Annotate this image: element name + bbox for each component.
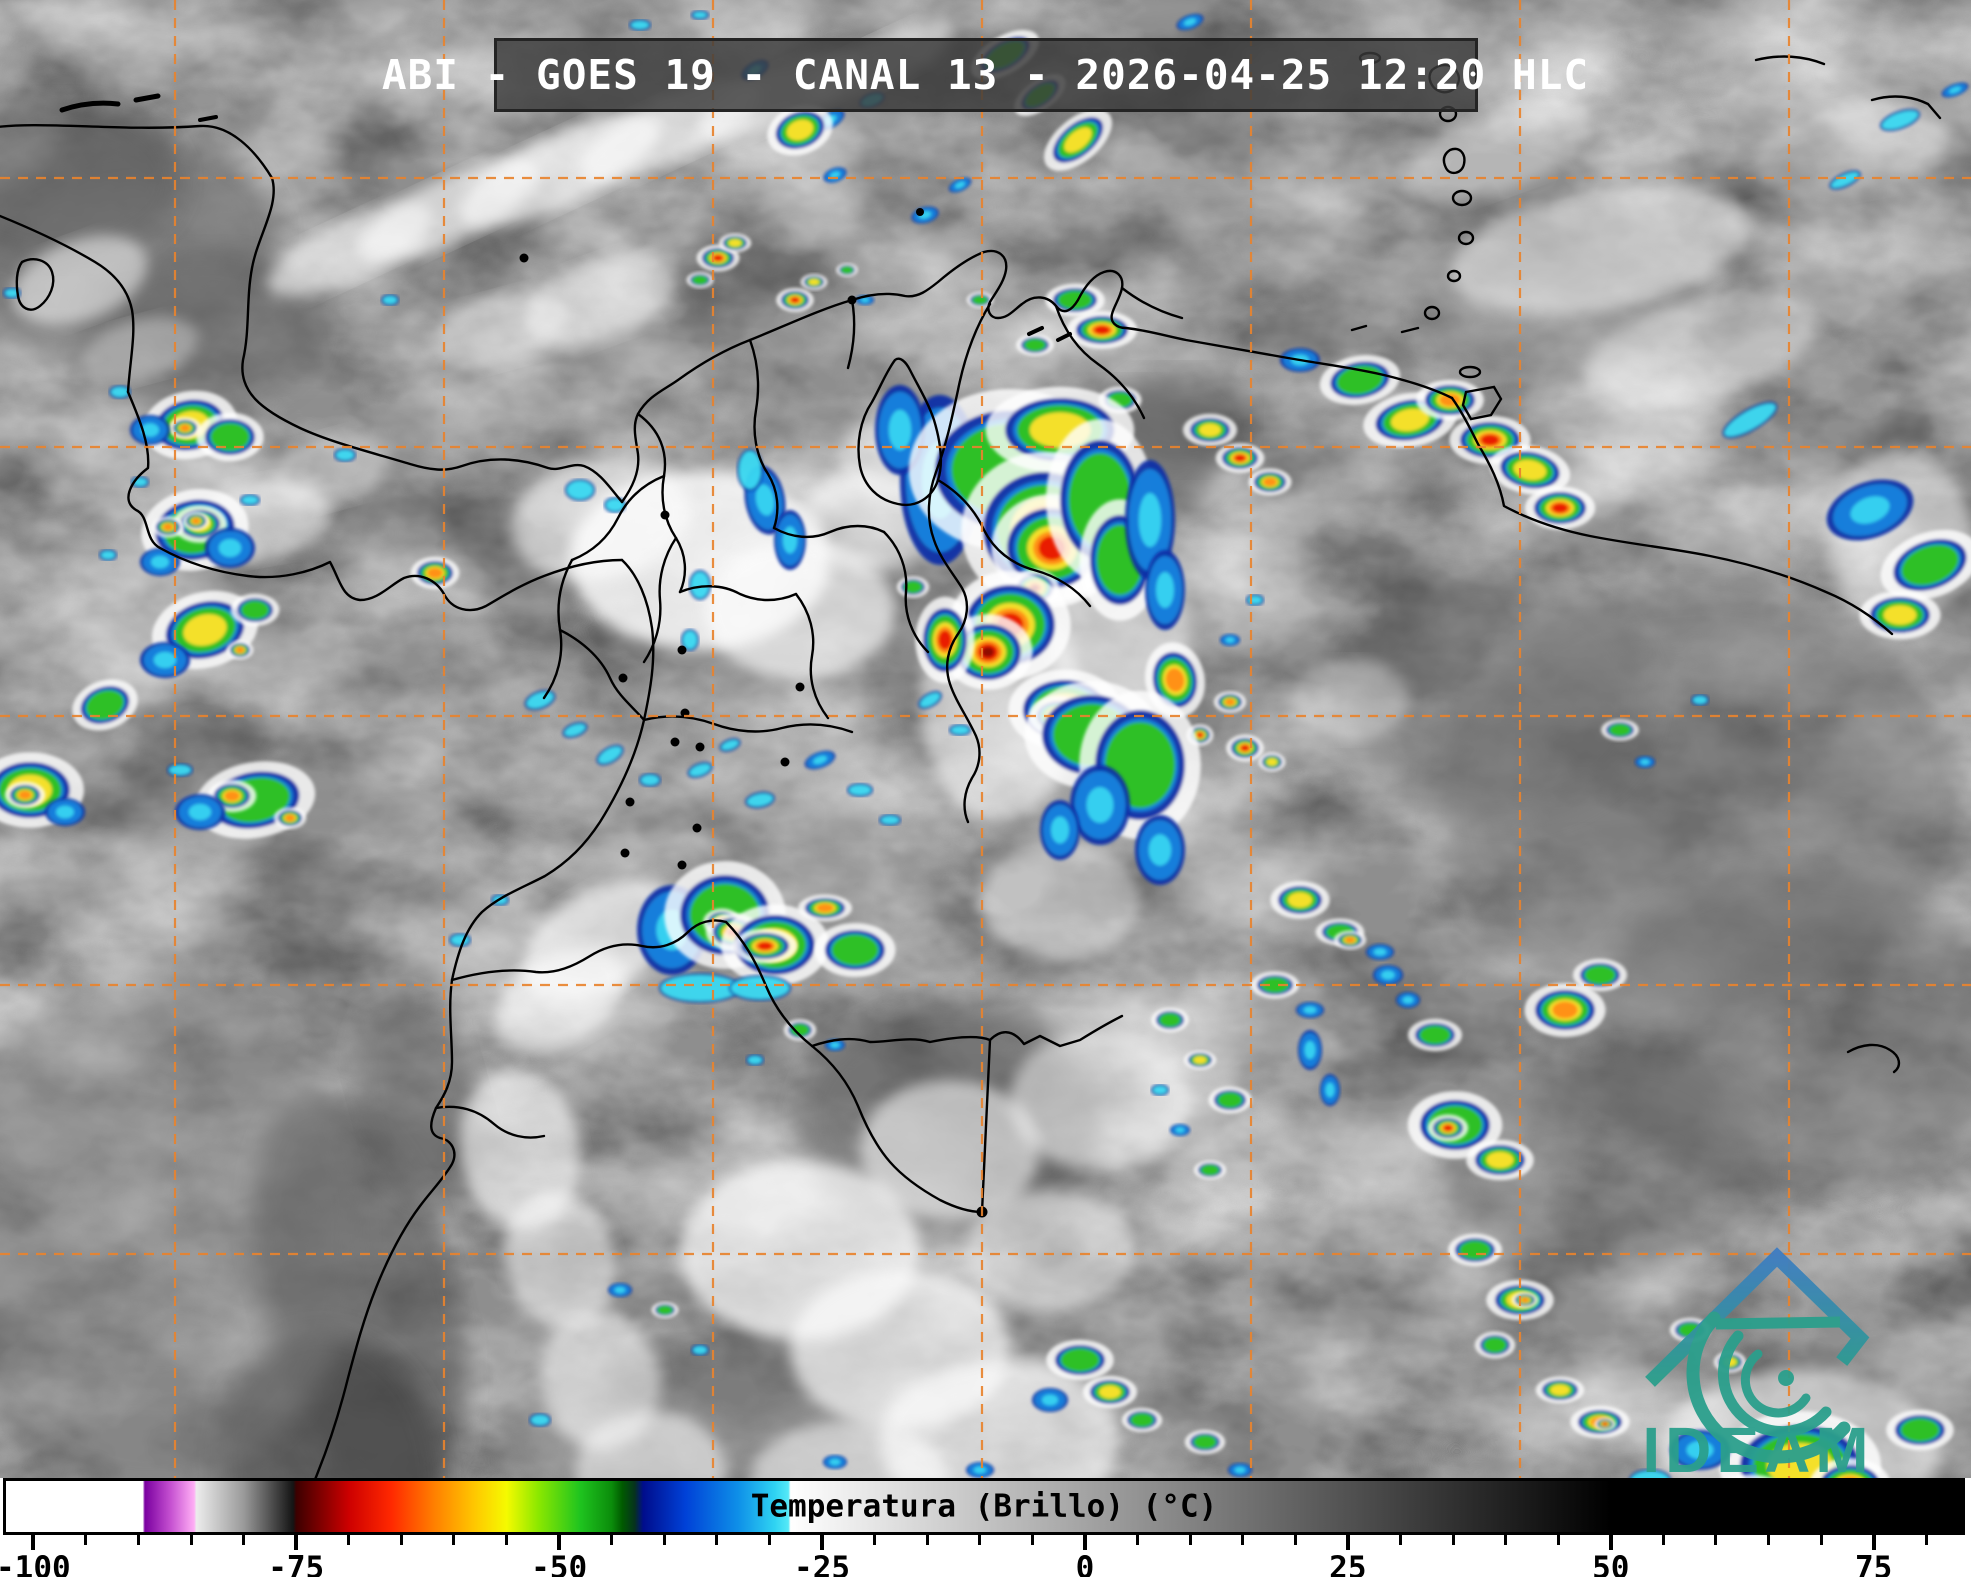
colorbar-minor-tick [1714,1535,1718,1545]
colorbar-minor-tick [347,1535,351,1545]
colorbar-minor-tick [1398,1535,1402,1545]
colorbar-minor-tick [1030,1535,1034,1545]
colorbar-minor-tick [767,1535,771,1545]
colorbar-minor-tick [1188,1535,1192,1545]
title-bar: ABI - GOES 19 - CANAL 13 - 2026-04-25 12… [382,38,1588,112]
colorbar-strip: Temperatura (Brillo) (°C) -100 -75 -50 -25 0… [0,1478,1971,1577]
ideam-logo: IDEAM [1642,1247,1873,1485]
colorbar-tick-label: 75 [1854,1550,1893,1577]
colorbar-tick-label: -25 [794,1550,851,1577]
colorbar-minor-tick [1924,1535,1928,1545]
colorbar-minor-tick [1819,1535,1823,1545]
colorbar-major-tick [557,1535,562,1550]
city-dots [519,208,988,1218]
colorbar-tick-label: -100 [0,1550,71,1577]
lat-lon-graticule [0,0,1971,1481]
colorbar-minor-tick [873,1535,877,1545]
colorbar-minor-tick [1556,1535,1560,1545]
colorbar-minor-tick [1293,1535,1297,1545]
colorbar-minor-tick [399,1535,403,1545]
colorbar-label: Temperatura (Brillo) (°C) [750,1487,1218,1524]
colorbar-minor-tick [925,1535,929,1545]
colorbar-tick-label: 25 [1329,1550,1367,1577]
colorbar-minor-tick [1136,1535,1140,1545]
colorbar-major-tick [1082,1535,1087,1550]
colorbar-major-tick [294,1535,299,1550]
colorbar-tick-label: 0 [1075,1550,1095,1577]
colorbar-minor-tick [189,1535,193,1545]
satellite-image [0,0,1971,1481]
colorbar-tick-label: -75 [268,1550,325,1577]
colorbar-minor-tick [662,1535,666,1545]
colorbar-minor-tick [242,1535,246,1545]
ideam-logo-text: IDEAM [1642,1414,1873,1485]
colorbar-minor-tick [505,1535,509,1545]
colorbar-tick-label: 50 [1592,1550,1630,1577]
colorbar-minor-tick [452,1535,456,1545]
colorbar-major-tick [31,1535,36,1550]
hurricane-spiral-icon [1686,1311,1851,1464]
colorbar-minor-tick [1661,1535,1665,1545]
image-title: ABI - GOES 19 - CANAL 13 - 2026-04-25 12… [381,51,1590,99]
colorbar-minor-tick [137,1535,140,1545]
colorbar-major-tick [1871,1535,1876,1550]
colorbar-minor-tick [1767,1535,1770,1545]
colorbar-minor-tick [610,1535,614,1545]
colorbar-minor-tick [1241,1535,1245,1545]
colorbar-tick-label: -50 [531,1550,588,1577]
colorbar-major-tick [1345,1535,1350,1550]
colorbar-minor-tick [84,1535,88,1545]
colorbar-minor-tick [978,1535,982,1545]
colorbar-minor-tick [1451,1535,1455,1545]
ideam-logo-mountain-icon [1645,1247,1870,1464]
colorbar-minor-tick [715,1535,719,1545]
colorbar-minor-tick [1504,1535,1508,1545]
colorbar-major-tick [820,1535,825,1550]
temperature-colorbar: Temperatura (Brillo) (°C) [3,1478,1965,1535]
colorbar-major-tick [1608,1535,1613,1550]
